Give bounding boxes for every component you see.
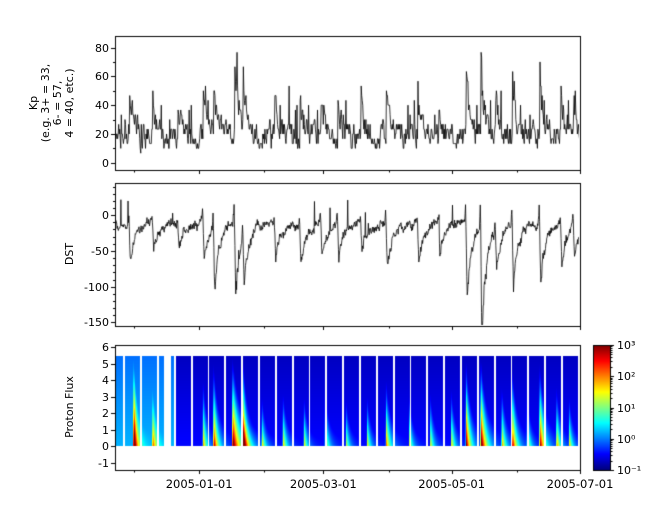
kp-y-tick-label: 40 <box>95 98 109 112</box>
proton-flux-y-tick-label: 5 <box>102 357 109 371</box>
colorbar-tick-label: 10³ <box>617 338 636 352</box>
x-tick-label: 2005-07-01 <box>546 477 614 491</box>
proton-flux-y-tick-label: 0 <box>102 439 109 453</box>
proton-flux-y-tick-label: 6 <box>102 340 109 354</box>
kp-y-tick-label: 60 <box>95 69 109 83</box>
dst-y-tick-label: 0 <box>102 208 109 222</box>
kp-y-tick-label: 0 <box>102 156 109 170</box>
proton-flux-y-tick-label: 3 <box>102 390 109 404</box>
x-tick-label: 2005-03-01 <box>289 477 357 491</box>
colorbar-tick-label: 10⁰ <box>617 432 636 446</box>
x-tick-label: 2005-05-01 <box>418 477 486 491</box>
proton-flux-y-tick-label: 4 <box>102 373 109 387</box>
proton-flux-y-tick-label: -1 <box>98 456 109 470</box>
colorbar-tick-label: 10⁻¹ <box>617 463 642 477</box>
kp-y-tick-label: 80 <box>95 41 109 55</box>
colorbar-tick-label: 10² <box>617 369 636 383</box>
proton-flux-y-tick-label: 1 <box>102 423 109 437</box>
kp-y-axis-label: Kp (e.g. 3+ = 33, 6- = 57, 4 = 40, etc.) <box>27 28 76 178</box>
x-tick-label: 2005-01-01 <box>165 477 233 491</box>
proton-flux-y-tick-label: 2 <box>102 406 109 420</box>
dst-y-tick-label: -100 <box>84 280 109 294</box>
dst-y-tick-label: -150 <box>84 315 109 329</box>
colorbar-tick-label: 10¹ <box>617 401 636 415</box>
kp-y-tick-label: 20 <box>95 127 109 141</box>
dst-y-tick-label: -50 <box>91 244 109 258</box>
